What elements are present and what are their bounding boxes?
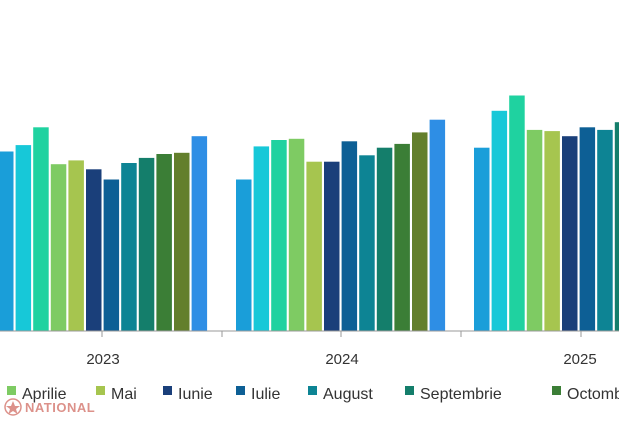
bar-2023-3 xyxy=(33,127,49,331)
legend-swatch xyxy=(236,386,245,395)
bar-2025-3 xyxy=(509,95,525,331)
legend-label: Aprilie xyxy=(22,386,67,403)
x-tick-label-2023: 2023 xyxy=(86,351,119,368)
legend-item-septembrie: Septembrie xyxy=(405,386,502,403)
legend-label: Octombrie xyxy=(567,386,619,403)
bar-2023-6 xyxy=(86,169,102,331)
bar-2024-11 xyxy=(412,132,428,331)
bar-2024-3 xyxy=(271,140,287,331)
legend-label: Iulie xyxy=(251,386,280,403)
legend-label: August xyxy=(323,386,373,403)
bar-2024-9 xyxy=(376,147,393,331)
x-axis-labels: 2023 2024 2025 xyxy=(86,351,596,368)
bar-2023-7 xyxy=(103,179,120,331)
legend-swatch xyxy=(308,386,317,395)
bar-2024-6 xyxy=(324,161,340,331)
legend-label: Septembrie xyxy=(420,386,502,403)
bar-2025-1 xyxy=(474,147,490,331)
bar-2023-5 xyxy=(68,160,84,331)
bar-2023-2 xyxy=(15,145,32,331)
bar-2025-2 xyxy=(491,110,508,331)
bar-2025-8 xyxy=(597,129,613,331)
legend-item-mai: Mai xyxy=(96,386,137,403)
bar-2024-7 xyxy=(341,141,358,331)
watermark-text: NATIONAL xyxy=(25,399,96,415)
bar-2023-4 xyxy=(50,164,67,331)
bar-2024-8 xyxy=(359,155,375,331)
watermark: NATIONAL xyxy=(4,398,95,416)
x-tick-label-2025: 2025 xyxy=(563,351,596,368)
bar-2023-11 xyxy=(174,152,190,331)
x-tick-label-2024: 2024 xyxy=(325,351,358,368)
legend-swatch xyxy=(96,386,105,395)
legend-swatch xyxy=(552,386,561,395)
bar-2025-6 xyxy=(562,136,578,331)
legend-item-august: August xyxy=(308,386,373,403)
bar-2025-4 xyxy=(526,129,543,331)
bar-2024-10 xyxy=(394,143,410,331)
logo-icon xyxy=(4,398,22,416)
legend-item-octombrie: Octombrie xyxy=(552,386,619,403)
legend-label: Iunie xyxy=(178,386,213,403)
x-axis-ticks xyxy=(101,331,582,337)
legend-swatch xyxy=(405,386,414,395)
bar-2024-12 xyxy=(429,119,446,331)
bar-2025-9 xyxy=(614,122,619,331)
bar-2023-8 xyxy=(121,163,137,331)
bar-2024-2 xyxy=(253,146,270,331)
bar-2025-5 xyxy=(544,131,560,331)
legend: Aprilie Mai Iunie Iulie August Septembrie Octo… xyxy=(7,386,619,403)
legend-label: Mai xyxy=(111,386,137,403)
bar-2025-7 xyxy=(579,127,596,331)
legend-item-aprilie: Aprilie xyxy=(7,386,67,403)
legend-item-iunie: Iunie xyxy=(163,386,213,403)
legend-swatch xyxy=(163,386,172,395)
legend-item-iulie: Iulie xyxy=(236,386,280,403)
bar-2024-1 xyxy=(236,179,252,331)
bar-2024-5 xyxy=(306,161,322,331)
legend-swatch xyxy=(7,386,16,395)
bar-2023-10 xyxy=(156,154,172,331)
bar-2023-1 xyxy=(0,151,14,331)
bars-layer xyxy=(0,95,619,331)
bar-2024-4 xyxy=(288,138,305,331)
bar-2023-12 xyxy=(191,136,208,331)
bar-2023-9 xyxy=(138,157,155,331)
